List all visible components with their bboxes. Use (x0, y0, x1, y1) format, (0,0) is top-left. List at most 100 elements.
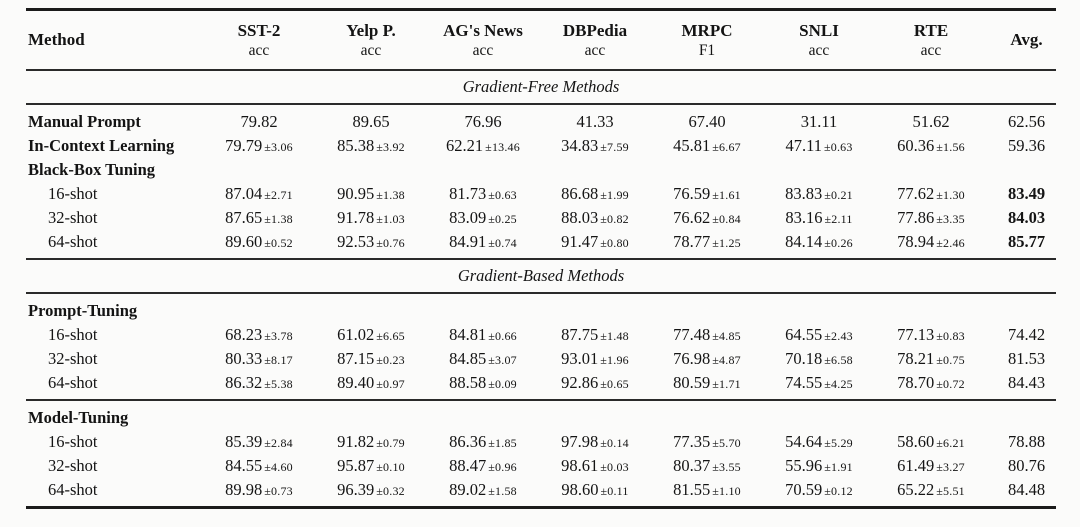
std-value: ±0.63 (488, 188, 517, 202)
table-row: Prompt-Tuning (26, 299, 1056, 323)
mean-value: 77.13 (897, 325, 935, 344)
value-cell: 91.82 ±0.79 (315, 432, 427, 452)
mean-value: 89.65 (352, 112, 390, 131)
value-cell: 84.14 ±0.26 (763, 232, 875, 252)
value-cell: 77.62 ±1.30 (875, 184, 987, 204)
mean-value: 88.03 (561, 208, 599, 227)
avg-cell: 80.76 (987, 456, 1056, 476)
dataset-name: Yelp P. (346, 21, 396, 40)
value-cell: 83.83 ±0.21 (763, 184, 875, 204)
std-value: ±0.76 (376, 236, 405, 250)
row-block: Prompt-Tuning 16-shot 68.23 ±3.78 61.02 ±6.65… (26, 294, 1056, 399)
avg-cell: 84.43 (987, 373, 1056, 393)
std-value: ±0.75 (936, 353, 965, 367)
table-row: 64-shot 86.32 ±5.38 89.40 ±0.97 88.58 ±0.09 92.… (26, 371, 1056, 395)
mean-value: 98.61 (561, 456, 599, 475)
dataset-name: RTE (913, 21, 949, 40)
method-header-label: Method (28, 30, 85, 49)
table-row: 64-shot 89.60 ±0.52 92.53 ±0.76 84.91 ±0.74 91.… (26, 230, 1056, 254)
value-cell: 67.40 (651, 112, 763, 132)
std-value: ±2.46 (936, 236, 965, 250)
method-cell: Black-Box Tuning (28, 160, 156, 179)
method-cell: 16-shot (48, 184, 98, 203)
mean-value: 77.35 (673, 432, 711, 451)
std-value: ±3.07 (488, 353, 517, 367)
std-value: ±0.66 (488, 329, 517, 343)
std-value: ±0.74 (488, 236, 517, 250)
mean-value: 78.21 (897, 349, 935, 368)
mean-value: 89.40 (337, 373, 375, 392)
value-cell: 85.38 ±3.92 (315, 136, 427, 156)
std-value: ±7.59 (600, 140, 629, 154)
row-block: Manual Prompt 79.82 89.65 76.96 41.33 67.40 31… (26, 105, 1056, 258)
dataset-metric: acc (472, 42, 494, 59)
value-cell: 84.81 ±0.66 (427, 325, 539, 345)
std-value: ±0.80 (600, 236, 629, 250)
std-value: ±5.51 (936, 484, 965, 498)
method-cell: 64-shot (48, 480, 98, 499)
value-cell: 31.11 (763, 112, 875, 132)
value-cell: 79.82 (203, 112, 315, 132)
avg-cell: 85.77 (987, 232, 1056, 252)
value-cell: 78.21 ±0.75 (875, 349, 987, 369)
value-cell: 65.22 ±5.51 (875, 480, 987, 500)
value-cell: 87.65 ±1.38 (203, 208, 315, 228)
mean-value: 98.60 (561, 480, 599, 499)
header-rule (26, 69, 1056, 71)
std-value: ±1.99 (600, 188, 629, 202)
std-value: ±1.56 (936, 140, 965, 154)
std-value: ±5.38 (264, 377, 293, 391)
section-band-title: Gradient-Free Methods (462, 77, 620, 96)
method-cell: Manual Prompt (28, 112, 141, 131)
value-cell: 91.78 ±1.03 (315, 208, 427, 228)
value-cell: 80.37 ±3.55 (651, 456, 763, 476)
value-cell: 77.13 ±0.83 (875, 325, 987, 345)
value-cell: 89.40 ±0.97 (315, 373, 427, 393)
std-value: ±3.78 (264, 329, 293, 343)
std-value: ±2.71 (264, 188, 293, 202)
mean-value: 79.82 (240, 112, 278, 131)
mean-value: 77.86 (897, 208, 935, 227)
std-value: ±0.10 (376, 460, 405, 474)
value-cell: 95.87 ±0.10 (315, 456, 427, 476)
std-value: ±2.43 (824, 329, 853, 343)
mean-value: 80.33 (225, 349, 263, 368)
value-cell: 89.02 ±1.58 (427, 480, 539, 500)
mean-value: 84.55 (225, 456, 263, 475)
value-cell: 70.59 ±0.12 (763, 480, 875, 500)
mean-value: 88.58 (449, 373, 487, 392)
mean-value: 76.96 (464, 112, 502, 131)
dataset-column-header: AG's News acc (427, 20, 539, 60)
mean-value: 92.53 (337, 232, 375, 251)
value-cell: 68.23 ±3.78 (203, 325, 315, 345)
mean-value: 87.04 (225, 184, 263, 203)
std-value: ±13.46 (485, 140, 520, 154)
mean-value: 85.39 (225, 432, 263, 451)
value-cell: 84.91 ±0.74 (427, 232, 539, 252)
dataset-name: SST-2 (237, 21, 281, 40)
std-value: ±1.38 (264, 212, 293, 226)
mean-value: 91.47 (561, 232, 599, 251)
std-value: ±3.55 (712, 460, 741, 474)
method-cell: In-Context Learning (28, 136, 175, 155)
mean-value: 78.94 (897, 232, 935, 251)
value-cell: 96.39 ±0.32 (315, 480, 427, 500)
mean-value: 85.38 (337, 136, 375, 155)
mean-value: 76.98 (673, 349, 711, 368)
std-value: ±1.91 (824, 460, 853, 474)
std-value: ±3.92 (376, 140, 405, 154)
value-cell: 85.39 ±2.84 (203, 432, 315, 452)
std-value: ±0.96 (488, 460, 517, 474)
std-value: ±0.84 (712, 212, 741, 226)
method-cell: Prompt-Tuning (28, 301, 138, 320)
std-value: ±4.25 (824, 377, 853, 391)
dataset-metric: F1 (698, 42, 716, 59)
std-value: ±0.09 (488, 377, 517, 391)
value-cell: 81.73 ±0.63 (427, 184, 539, 204)
dataset-metric: acc (248, 42, 270, 59)
avg-header-label: Avg. (1010, 30, 1043, 49)
value-cell: 76.59 ±1.61 (651, 184, 763, 204)
table-row: Black-Box Tuning (26, 158, 1056, 182)
std-value: ±1.38 (376, 188, 405, 202)
table-row: 32-shot 80.33 ±8.17 87.15 ±0.23 84.85 ±3.07 93.… (26, 347, 1056, 371)
